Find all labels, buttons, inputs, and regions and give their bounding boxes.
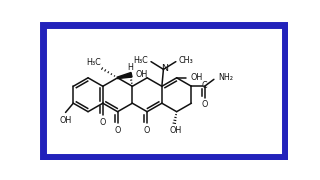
Text: NH₂: NH₂ xyxy=(218,73,233,82)
Text: C: C xyxy=(202,81,207,90)
Text: OH: OH xyxy=(135,70,148,79)
Text: O: O xyxy=(114,126,121,135)
Text: N: N xyxy=(161,64,168,73)
Text: O: O xyxy=(100,118,106,127)
Text: OH: OH xyxy=(170,125,182,134)
Text: H: H xyxy=(127,63,133,72)
Text: OH: OH xyxy=(191,73,203,82)
Text: CH₃: CH₃ xyxy=(179,56,194,65)
Text: H₃C: H₃C xyxy=(133,56,148,65)
Text: O: O xyxy=(201,100,208,109)
Text: H₃C: H₃C xyxy=(86,58,100,67)
Text: OH: OH xyxy=(60,116,72,125)
Polygon shape xyxy=(117,73,132,78)
Text: O: O xyxy=(144,126,150,135)
